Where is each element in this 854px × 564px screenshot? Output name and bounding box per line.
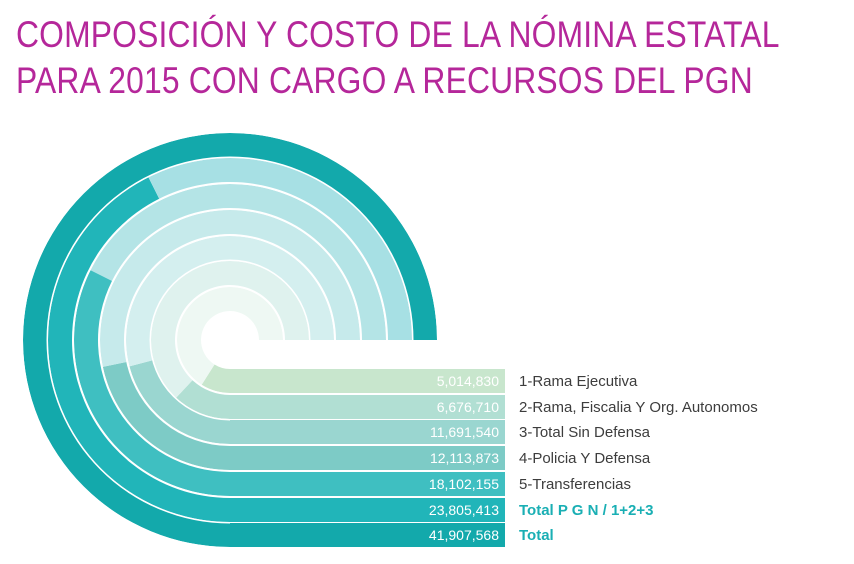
value-label: 23,805,413 [429,502,499,518]
chart-title: COMPOSICIÓN Y COSTO DE LA NÓMINA ESTATAL… [16,12,780,104]
value-arc [74,270,230,496]
remainder-arc [100,210,361,367]
category-label: Total [519,527,554,544]
value-label: 12,113,873 [430,450,499,466]
value-bar [230,523,505,547]
value-arc [102,361,230,470]
value-arc [176,380,230,419]
value-bar [230,395,505,419]
chart-title-line-1: COMPOSICIÓN Y COSTO DE LA NÓMINA ESTATAL [16,14,780,55]
remainder-arc [151,261,309,398]
category-label: 3-Total Sin Defensa [519,424,651,441]
value-label: 6,676,710 [437,399,499,415]
value-label: 11,691,540 [430,424,499,440]
remainder-arc [90,183,386,340]
chart-rings [21,131,505,549]
category-label: Total P G N / 1+2+3 [519,502,654,519]
chart-labels: 5,014,830 1-Rama Ejecutiva 6,676,710 2-Rama… [429,373,758,544]
remainder-arc [177,287,283,385]
value-arc [129,360,230,444]
value-label: 18,102,155 [429,476,499,492]
value-bar [230,369,505,393]
value-arc [47,177,230,523]
value-arc [201,364,230,393]
chart-title-line-2: PARA 2015 CON CARGO A RECURSOS DEL PGN [16,60,753,101]
value-bar [230,498,505,522]
value-bar [230,420,505,444]
value-label: 41,907,568 [429,527,499,543]
remainder-arc [148,158,413,340]
category-label: 5-Transferencias [519,476,631,493]
value-bar [230,472,505,496]
remainder-arc [126,236,335,367]
category-label: 1-Rama Ejecutiva [519,373,638,390]
value-label: 5,014,830 [437,373,499,389]
category-label: 4-Policia Y Defensa [519,450,651,467]
category-label: 2-Rama, Fiscalia Y Org. Autonomos [519,399,758,416]
value-bar [230,446,505,470]
